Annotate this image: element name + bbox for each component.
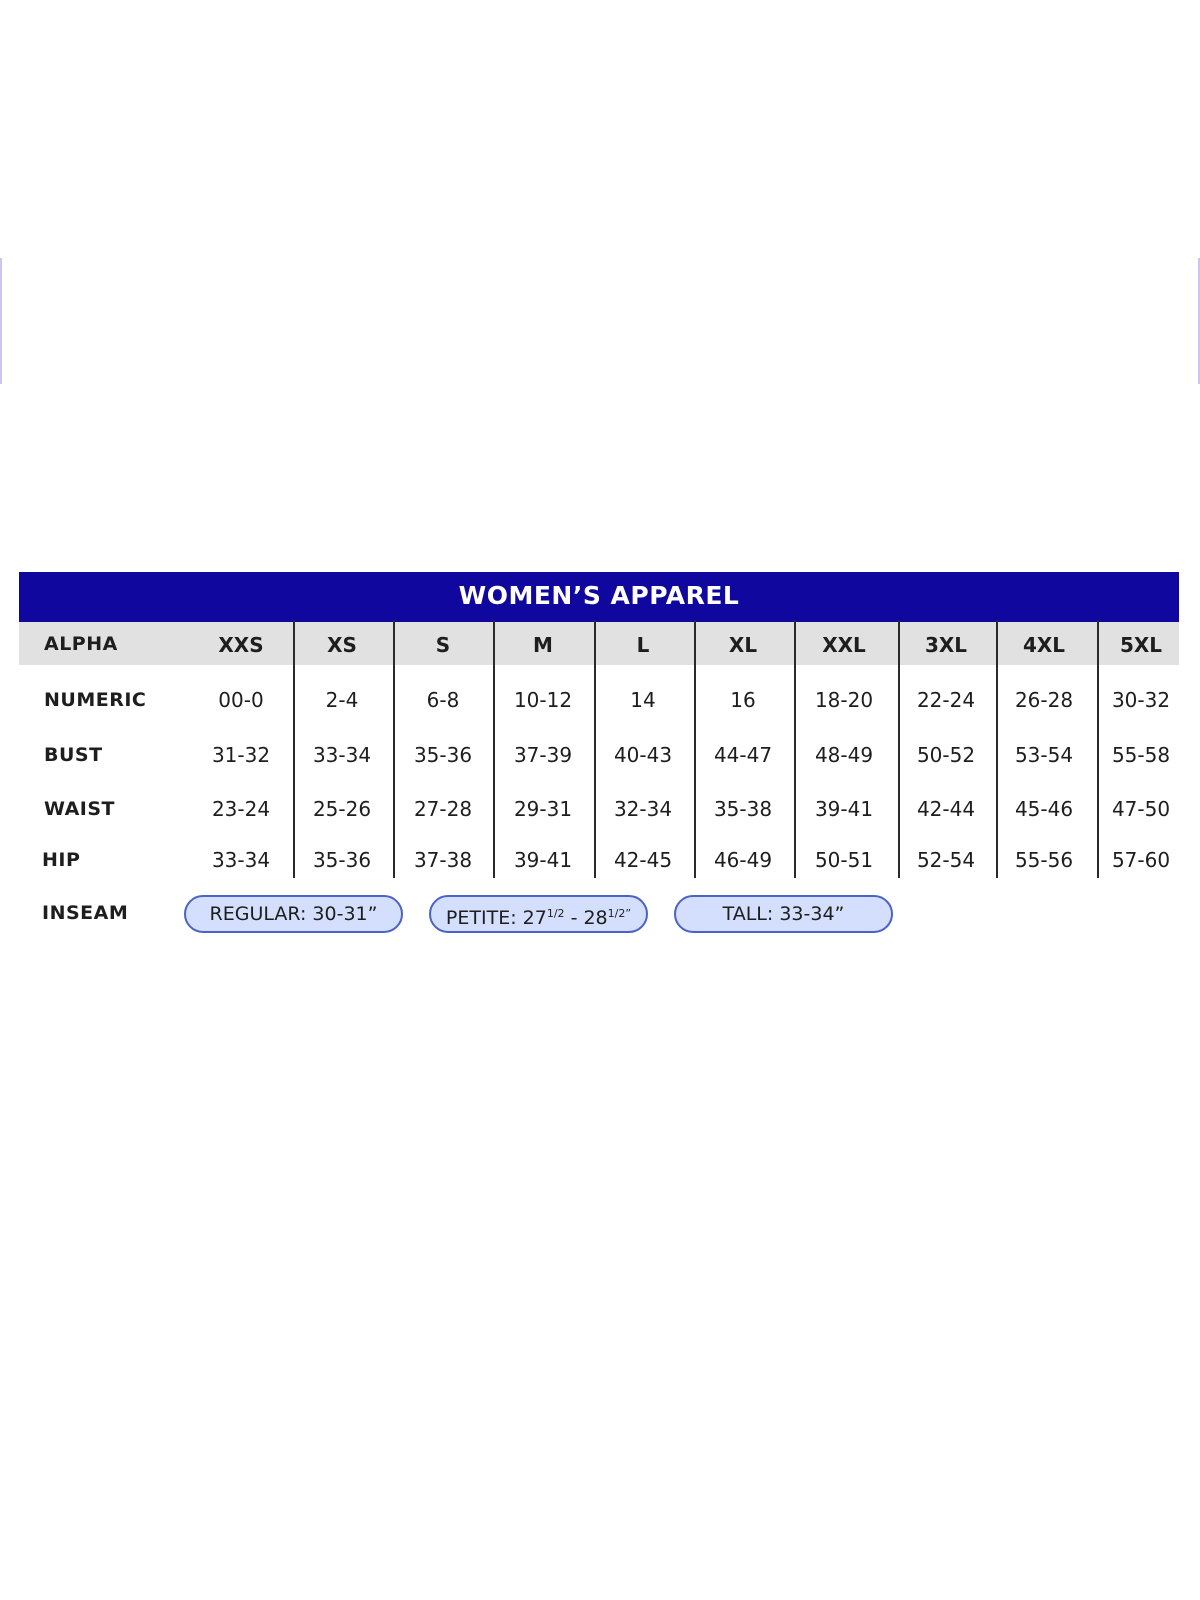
left-edge-mark — [0, 258, 2, 384]
table-cell: 50-52 — [916, 743, 976, 767]
table-cell: 26-28 — [1014, 688, 1074, 712]
size-header: S — [435, 633, 451, 657]
alpha-label: ALPHA — [44, 633, 118, 655]
table-cell: 31-32 — [211, 743, 271, 767]
table-cell: 37-39 — [513, 743, 573, 767]
table-cell: 35-38 — [713, 797, 773, 821]
table-cell: 39-41 — [814, 797, 874, 821]
table-cell: 47-50 — [1111, 797, 1171, 821]
size-header: 5XL — [1119, 633, 1163, 657]
row-label-waist: WAIST — [44, 798, 116, 820]
table-cell: 16 — [730, 688, 756, 712]
size-header: XL — [728, 633, 758, 657]
table-cell: 22-24 — [916, 688, 976, 712]
row-label-hip: HIP — [42, 849, 81, 871]
column-divider — [694, 620, 696, 878]
table-cell: 6-8 — [426, 688, 460, 712]
table-cell: 2-4 — [325, 688, 359, 712]
table-cell: 33-34 — [211, 848, 271, 872]
column-divider — [293, 620, 295, 878]
table-cell: 42-44 — [916, 797, 976, 821]
table-title: WOMEN’S APPAREL — [19, 572, 1179, 622]
size-header: XS — [327, 633, 357, 657]
inseam-tall: TALL: 33-34” — [674, 895, 893, 933]
row-label-bust: BUST — [44, 744, 103, 766]
column-divider — [594, 620, 596, 878]
table-cell: 55-56 — [1014, 848, 1074, 872]
table-cell: 42-45 — [613, 848, 673, 872]
table-cell: 30-32 — [1111, 688, 1171, 712]
table-cell: 48-49 — [814, 743, 874, 767]
column-divider — [996, 620, 998, 878]
table-cell: 40-43 — [613, 743, 673, 767]
table-cell: 39-41 — [513, 848, 573, 872]
table-cell: 57-60 — [1111, 848, 1171, 872]
right-edge-mark — [1198, 258, 1200, 384]
table-cell: 14 — [630, 688, 656, 712]
inseam-regular: REGULAR: 30-31” — [184, 895, 403, 933]
petite-fraction-1: 1/2 — [546, 907, 565, 920]
table-cell: 25-26 — [312, 797, 372, 821]
column-divider — [393, 620, 395, 878]
column-divider — [493, 620, 495, 878]
size-header: XXS — [218, 633, 264, 657]
table-cell: 33-34 — [312, 743, 372, 767]
size-header: 4XL — [1022, 633, 1066, 657]
table-cell: 53-54 — [1014, 743, 1074, 767]
table-cell: 18-20 — [814, 688, 874, 712]
column-divider — [794, 620, 796, 878]
table-cell: 29-31 — [513, 797, 573, 821]
table-cell: 23-24 — [211, 797, 271, 821]
table-cell: 55-58 — [1111, 743, 1171, 767]
table-cell: 52-54 — [916, 848, 976, 872]
table-cell: 46-49 — [713, 848, 773, 872]
table-cell: 27-28 — [413, 797, 473, 821]
petite-prefix: PETITE: 27 — [445, 907, 547, 929]
table-cell: 35-36 — [312, 848, 372, 872]
column-divider — [898, 620, 900, 878]
column-divider — [1097, 620, 1099, 878]
table-cell: 45-46 — [1014, 797, 1074, 821]
table-cell: 32-34 — [613, 797, 673, 821]
size-header: XXL — [822, 633, 866, 657]
size-header: M — [533, 633, 553, 657]
inseam-petite: PETITE: 271/2 - 281/2” — [429, 895, 648, 933]
table-cell: 44-47 — [713, 743, 773, 767]
table-cell: 37-38 — [413, 848, 473, 872]
table-cell: 00-0 — [218, 688, 264, 712]
petite-fraction-2: 1/2” — [607, 907, 632, 920]
size-header: L — [636, 633, 650, 657]
alpha-header-row — [19, 622, 1179, 665]
petite-mid: - 28 — [564, 907, 608, 929]
table-cell: 35-36 — [413, 743, 473, 767]
table-cell: 50-51 — [814, 848, 874, 872]
size-header: 3XL — [924, 633, 968, 657]
table-cell: 10-12 — [513, 688, 573, 712]
inseam-label: INSEAM — [42, 902, 129, 924]
row-label-numeric: NUMERIC — [44, 689, 147, 711]
